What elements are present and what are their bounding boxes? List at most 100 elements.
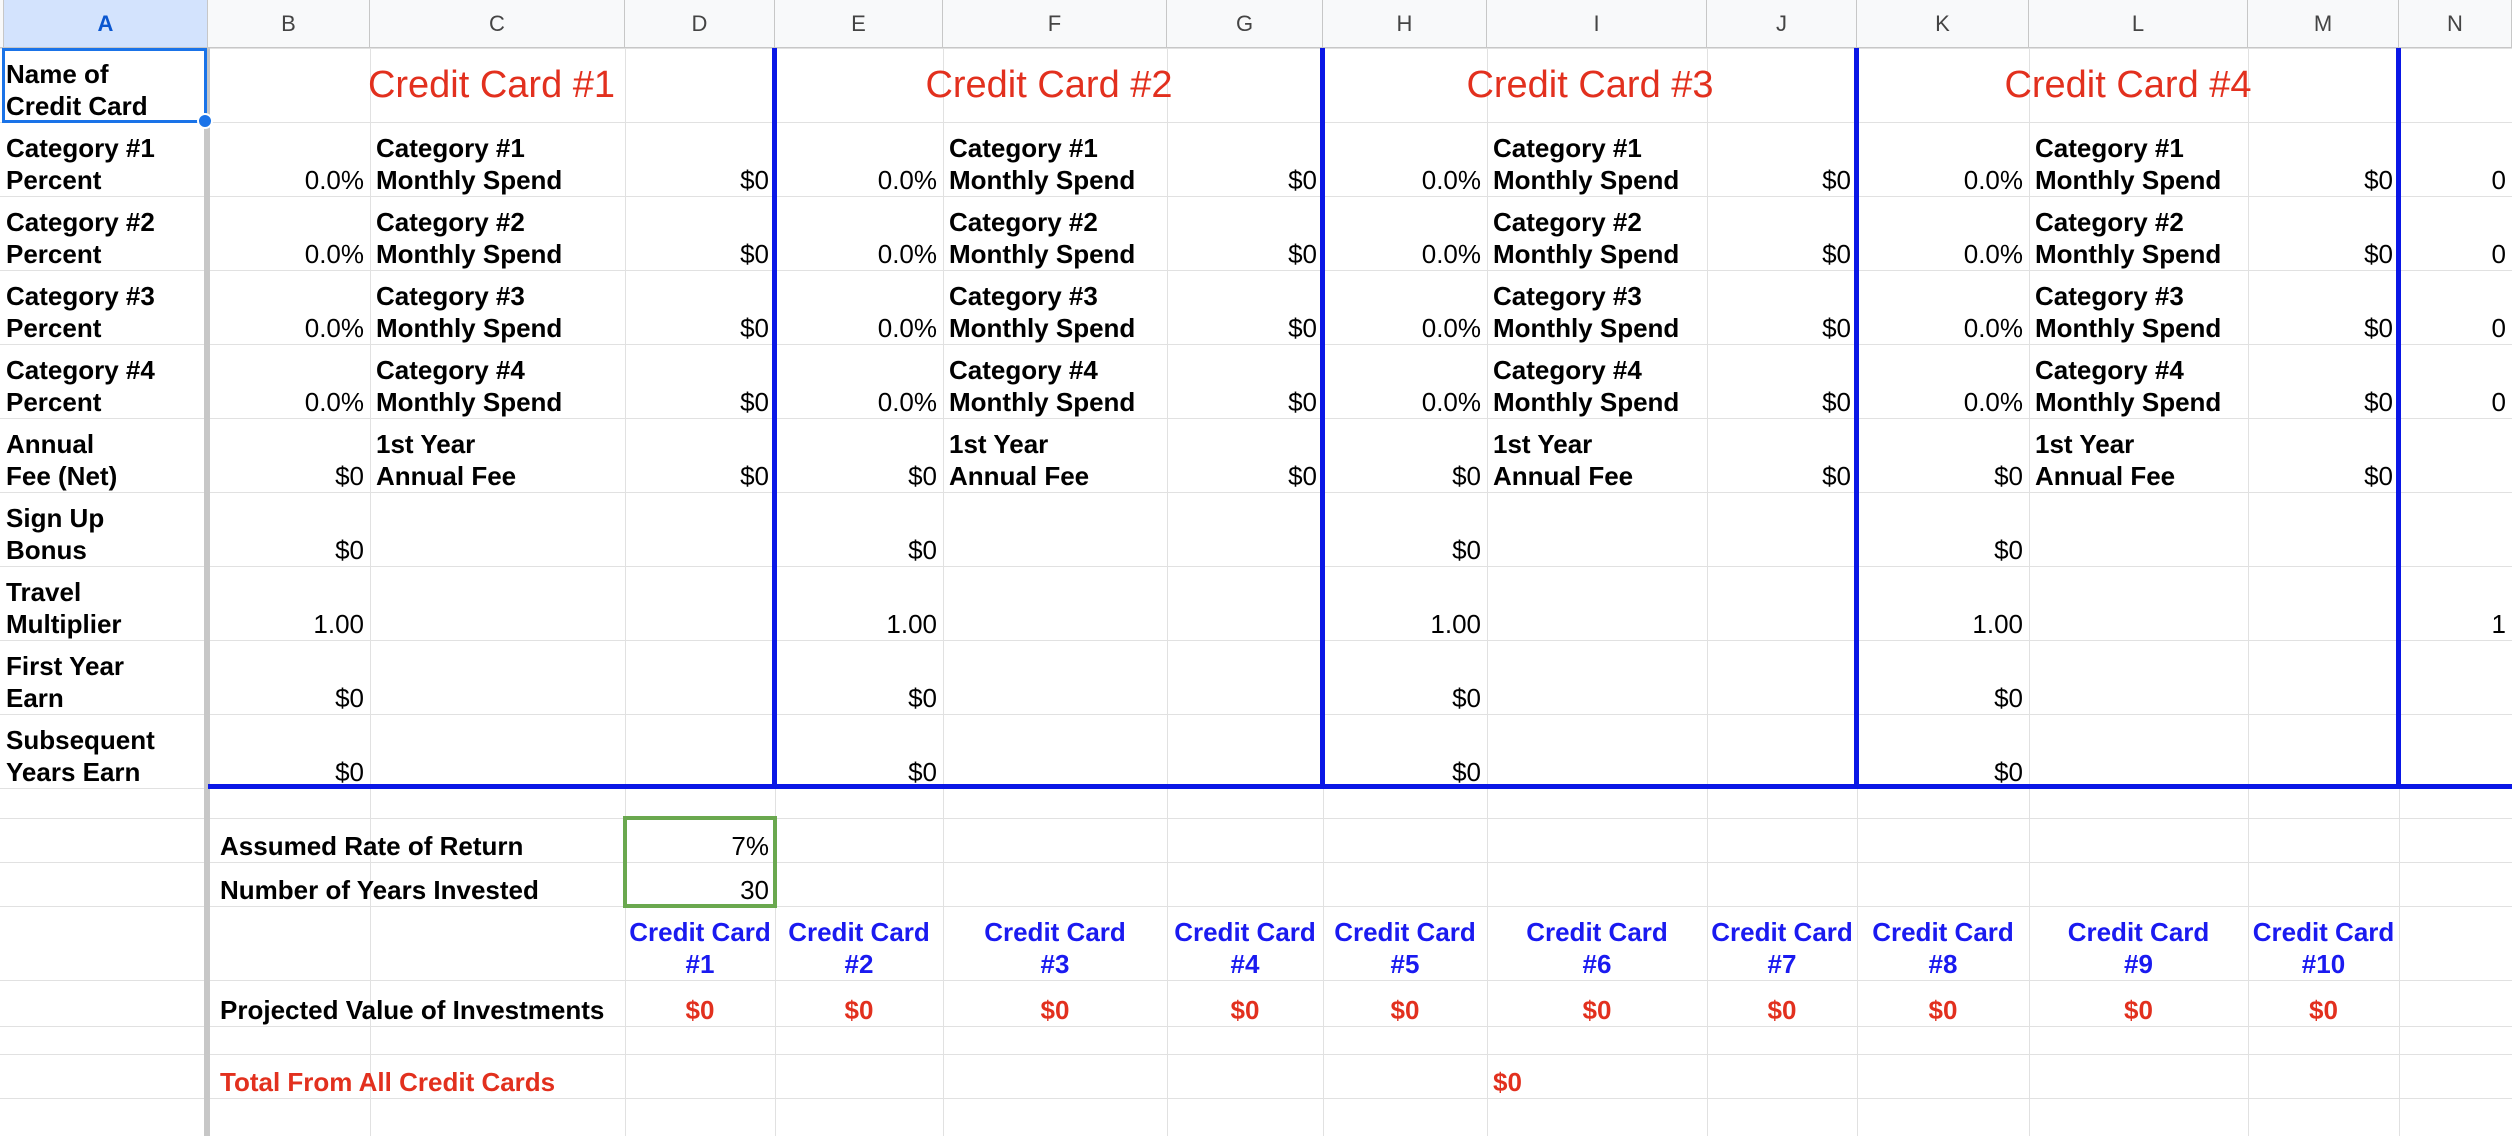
value-cell[interactable]: 1.00 <box>1972 609 2023 639</box>
spend-value[interactable]: $0 <box>1288 239 1317 269</box>
value-cell[interactable]: $0 <box>908 461 937 491</box>
column-header-h[interactable]: H <box>1323 0 1487 48</box>
card-column-header: Credit Card #5 <box>1323 906 1487 980</box>
column-header-b[interactable]: B <box>208 0 370 48</box>
spend-value[interactable]: $0 <box>1822 461 1851 491</box>
spend-value[interactable]: $0 <box>740 165 769 195</box>
projected-value[interactable]: $0 <box>2309 995 2338 1025</box>
value-cell[interactable]: 0.0% <box>877 387 937 417</box>
spend-value[interactable]: $0 <box>740 239 769 269</box>
column-header-i[interactable]: I <box>1487 0 1707 48</box>
spend-value[interactable]: $0 <box>2364 239 2393 269</box>
spend-value[interactable]: $0 <box>1822 239 1851 269</box>
projected-value[interactable]: $0 <box>685 995 715 1025</box>
selection-fill-handle[interactable] <box>197 113 213 129</box>
value-cell[interactable]: $0 <box>1452 461 1481 491</box>
total-value[interactable]: $0 <box>1493 1067 1522 1097</box>
row-label: Category #2 Percent <box>0 196 208 270</box>
value-cell[interactable]: 0.0% <box>304 239 364 269</box>
select-all-corner[interactable] <box>0 0 4 48</box>
spend-value[interactable]: $0 <box>740 461 769 491</box>
value-cell[interactable]: 1.00 <box>313 609 364 639</box>
line-2: Monthly Spend <box>949 165 1136 195</box>
value-cell[interactable]: 0.0% <box>1421 239 1481 269</box>
value-cell[interactable]: 0.0% <box>1963 313 2023 343</box>
value-cell[interactable]: 0.0% <box>1963 165 2023 195</box>
partial-value[interactable]: 0 <box>2491 239 2506 269</box>
column-header-a[interactable]: A <box>4 0 208 48</box>
value-cell[interactable]: $0 <box>335 683 364 713</box>
spend-value[interactable]: $0 <box>740 313 769 343</box>
value-cell[interactable]: $0 <box>1452 683 1481 713</box>
projected-value[interactable]: $0 <box>1582 995 1612 1025</box>
value-cell[interactable]: 0.0% <box>1421 165 1481 195</box>
column-header-c[interactable]: C <box>370 0 625 48</box>
column-header-n[interactable]: N <box>2399 0 2512 48</box>
value-cell[interactable]: $0 <box>1994 683 2023 713</box>
value-cell[interactable]: 0.0% <box>1421 313 1481 343</box>
spend-value[interactable]: $0 <box>1288 165 1317 195</box>
value-cell[interactable]: 0.0% <box>1963 387 2023 417</box>
column-header-m[interactable]: M <box>2248 0 2399 48</box>
value-cell[interactable]: $0 <box>335 535 364 565</box>
spend-value[interactable]: $0 <box>2364 165 2393 195</box>
value-cell[interactable]: $0 <box>908 683 937 713</box>
spend-value[interactable]: $0 <box>1822 165 1851 195</box>
value-cell[interactable]: $0 <box>1994 757 2023 787</box>
value-cell[interactable]: 0.0% <box>877 239 937 269</box>
projected-value[interactable]: $0 <box>2124 995 2153 1025</box>
partial-value[interactable] <box>2399 418 2512 492</box>
spend-value[interactable]: $0 <box>740 387 769 417</box>
value-cell[interactable]: 0.0% <box>304 313 364 343</box>
partial-value[interactable] <box>2399 640 2512 714</box>
value-cell[interactable]: 0.0% <box>304 165 364 195</box>
spend-label: Category #3 Monthly Spend <box>2029 270 2248 344</box>
projected-value[interactable]: $0 <box>844 995 874 1025</box>
spend-value[interactable]: $0 <box>1822 387 1851 417</box>
years-value[interactable]: 30 <box>740 875 769 905</box>
value-cell[interactable]: $0 <box>1994 461 2023 491</box>
value-cell[interactable]: $0 <box>908 757 937 787</box>
column-header-d[interactable]: D <box>625 0 775 48</box>
column-header-l[interactable]: L <box>2029 0 2248 48</box>
value-cell[interactable]: $0 <box>908 535 937 565</box>
projected-value[interactable]: $0 <box>1230 995 1260 1025</box>
value-cell[interactable]: $0 <box>335 757 364 787</box>
spend-value[interactable]: $0 <box>1288 387 1317 417</box>
partial-value[interactable]: 0 <box>2491 313 2506 343</box>
value-cell[interactable]: 1.00 <box>886 609 937 639</box>
projected-value[interactable]: $0 <box>1767 995 1797 1025</box>
value-cell[interactable]: $0 <box>1452 535 1481 565</box>
value-cell[interactable]: $0 <box>1994 535 2023 565</box>
spend-value[interactable]: $0 <box>1822 313 1851 343</box>
spend-value[interactable]: $0 <box>2364 387 2393 417</box>
value-cell[interactable]: $0 <box>1452 757 1481 787</box>
value-cell[interactable]: 0.0% <box>1963 239 2023 269</box>
column-header-k[interactable]: K <box>1857 0 2029 48</box>
partial-value[interactable]: 1 <box>2491 609 2506 639</box>
partial-value[interactable] <box>2399 492 2512 566</box>
spend-value[interactable]: $0 <box>2364 461 2393 491</box>
selected-cell-a1[interactable] <box>2 48 207 123</box>
column-header-j[interactable]: J <box>1707 0 1857 48</box>
projected-value[interactable]: $0 <box>1040 995 1070 1025</box>
partial-value[interactable] <box>2399 714 2512 788</box>
column-header-e[interactable]: E <box>775 0 943 48</box>
projected-value[interactable]: $0 <box>1928 995 1958 1025</box>
spend-label: Category #2 Monthly Spend <box>2029 196 2248 270</box>
value-cell[interactable]: 0.0% <box>1421 387 1481 417</box>
projected-value[interactable]: $0 <box>1390 995 1420 1025</box>
value-cell[interactable]: $0 <box>335 461 364 491</box>
spend-value[interactable]: $0 <box>1288 461 1317 491</box>
value-cell[interactable]: 0.0% <box>877 313 937 343</box>
spend-value[interactable]: $0 <box>2364 313 2393 343</box>
value-cell[interactable]: 0.0% <box>877 165 937 195</box>
column-header-g[interactable]: G <box>1167 0 1323 48</box>
rate-value[interactable]: 7% <box>731 831 769 861</box>
value-cell[interactable]: 1.00 <box>1430 609 1481 639</box>
partial-value[interactable]: 0 <box>2491 165 2506 195</box>
column-header-f[interactable]: F <box>943 0 1167 48</box>
spend-value[interactable]: $0 <box>1288 313 1317 343</box>
value-cell[interactable]: 0.0% <box>304 387 364 417</box>
partial-value[interactable]: 0 <box>2491 387 2506 417</box>
